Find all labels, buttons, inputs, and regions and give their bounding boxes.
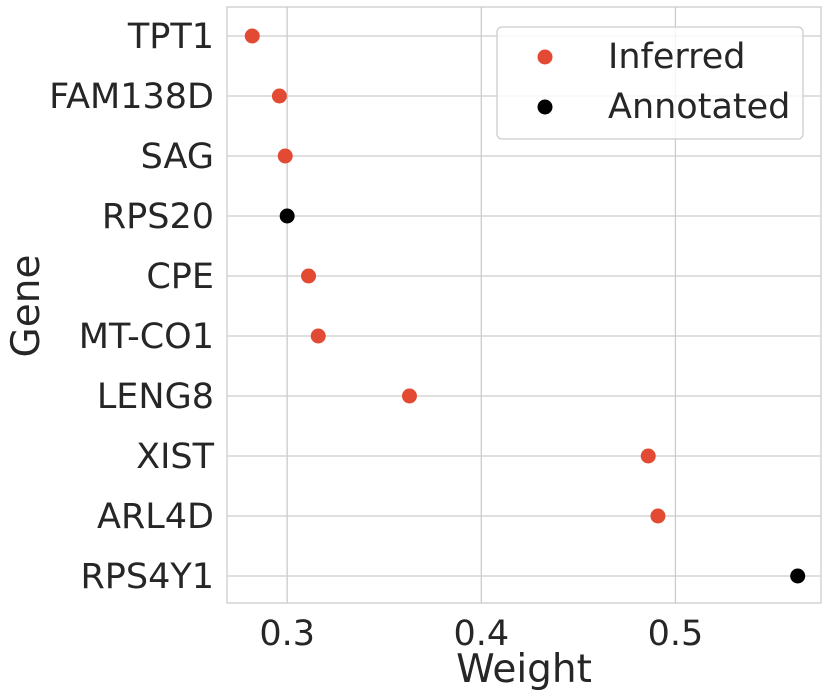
data-points — [244, 28, 806, 584]
point-inferred-sag — [277, 148, 293, 164]
legend: Inferred Annotated — [496, 26, 804, 140]
y-tick-label: LENG8 — [97, 377, 214, 417]
x-tick-labels: 0.3 0.4 0.5 — [259, 614, 703, 654]
point-inferred-arl4d — [650, 508, 666, 524]
y-tick-label: RPS20 — [102, 197, 214, 237]
point-inferred-tpt1 — [244, 28, 260, 44]
x-tick-label: 0.5 — [648, 614, 704, 654]
y-tick-label: FAM138D — [49, 77, 214, 117]
legend-label-inferred: Inferred — [608, 37, 746, 77]
y-tick-label: SAG — [141, 137, 214, 177]
x-tick-label: 0.4 — [453, 614, 509, 654]
y-tick-label: RPS4Y1 — [80, 557, 214, 597]
legend-frame — [496, 26, 804, 140]
grid-lines — [227, 7, 821, 603]
point-inferred-cpe — [301, 268, 317, 284]
point-annotated-rps20 — [279, 208, 295, 224]
legend-marker-inferred — [537, 49, 553, 65]
y-axis-title: Gene — [4, 255, 49, 358]
plot-area-frame — [226, 6, 822, 604]
legend-label-annotated: Annotated — [608, 87, 790, 127]
legend-marker-annotated — [537, 99, 553, 115]
y-tick-labels: TPT1 FAM138D SAG RPS20 CPE MT-CO1 LENG8 XIST ARL… — [49, 17, 214, 597]
y-tick-label: CPE — [146, 257, 214, 297]
x-axis-title: Weight — [456, 647, 592, 692]
point-inferred-mt-co1 — [310, 328, 326, 344]
y-tick-label: XIST — [136, 437, 215, 477]
y-tick-label: ARL4D — [97, 497, 214, 537]
y-tick-label: MT-CO1 — [79, 317, 214, 357]
point-inferred-fam138d — [271, 88, 287, 104]
y-tick-label: TPT1 — [127, 17, 214, 57]
point-inferred-leng8 — [401, 388, 417, 404]
point-inferred-xist — [640, 448, 656, 464]
x-tick-label: 0.3 — [259, 614, 315, 654]
point-annotated-rps4y1 — [790, 568, 806, 584]
